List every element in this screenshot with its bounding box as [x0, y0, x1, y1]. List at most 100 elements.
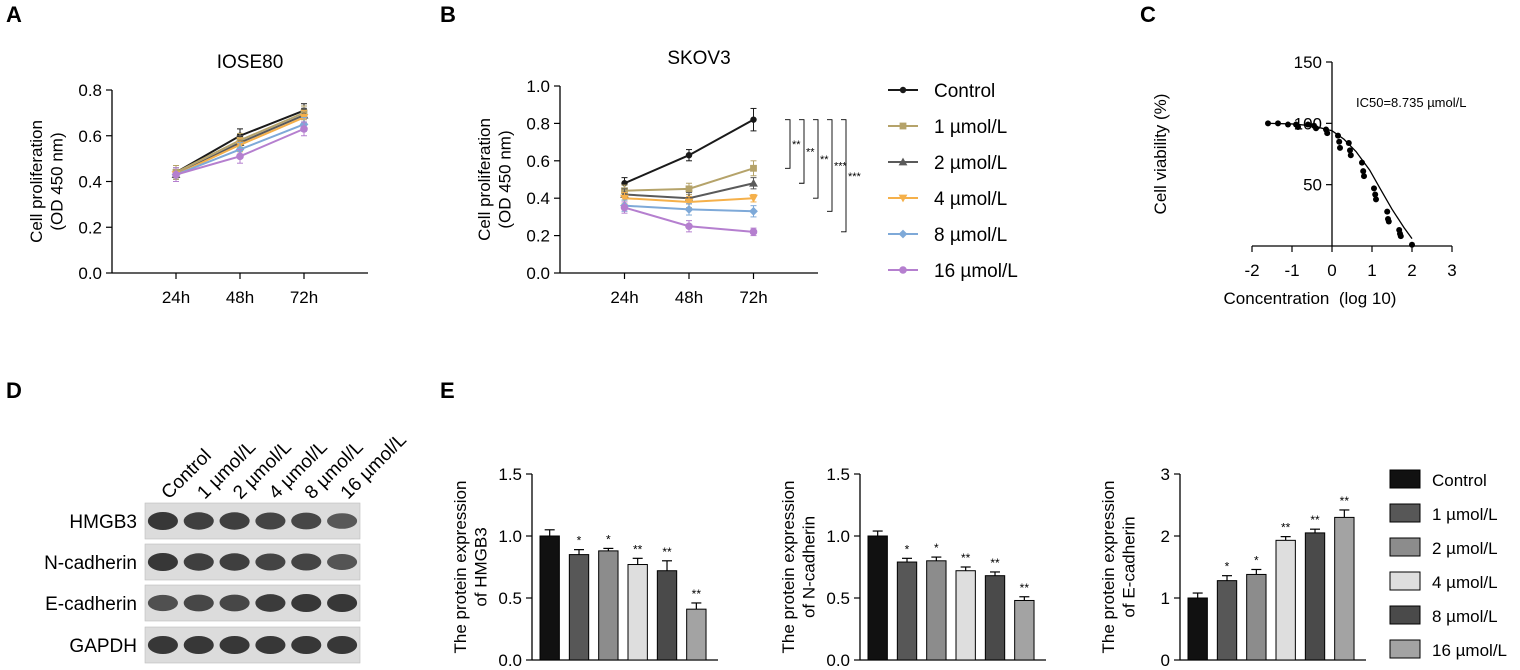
data-point — [750, 116, 757, 123]
significance-label: * — [606, 532, 611, 546]
y-tick-label: 1.0 — [498, 527, 522, 546]
panel-letter-e: E — [440, 378, 455, 403]
y-axis-label: The protein expressionof N-cadherin — [779, 481, 818, 654]
data-point — [1265, 120, 1271, 127]
y-tick-label: 1.0 — [526, 77, 550, 96]
blot-band — [147, 553, 178, 571]
legend-label: 2 µmol/L — [934, 153, 1007, 174]
x-tick-label: 1 — [1367, 261, 1376, 280]
blot-band — [183, 636, 214, 654]
legend-swatch — [1389, 639, 1421, 659]
legend-label: 4 µmol/L — [1432, 573, 1498, 592]
bar — [955, 570, 976, 661]
data-point — [1336, 138, 1343, 145]
data-point — [620, 203, 629, 212]
blot-band — [147, 636, 178, 654]
y-tick-label: 0 — [1161, 651, 1170, 670]
blot-band — [291, 553, 322, 571]
bar — [1304, 532, 1326, 661]
blot-band — [327, 636, 358, 654]
chart-skov3-legend: Control 1 µmol/L 2 µmol/L 4 µmol/L 8 µmol/L 1… — [888, 81, 1018, 282]
data-point — [749, 206, 758, 216]
panel-letter-b: B — [440, 2, 456, 27]
legend-label: 4 µmol/L — [934, 189, 1007, 210]
data-point — [1335, 132, 1341, 139]
legend-label: 16 µmol/L — [1432, 641, 1507, 660]
data-point — [1384, 208, 1391, 215]
legend-swatch — [1389, 469, 1421, 489]
data-point — [1360, 168, 1367, 175]
data-point — [685, 185, 693, 193]
data-point — [1361, 173, 1367, 180]
data-point — [684, 198, 694, 207]
data-point — [1337, 144, 1343, 151]
legend-marker — [898, 229, 908, 239]
significance-label: ** — [633, 542, 643, 556]
x-tick-label: 72h — [739, 288, 767, 307]
y-axis-label-line: of N-cadherin — [799, 516, 818, 618]
blot-band — [147, 512, 178, 530]
legend-label: Control — [1432, 471, 1487, 490]
panel-letter-d: D — [6, 378, 22, 403]
significance-label: ** — [961, 551, 971, 565]
significance-label: ** — [792, 139, 801, 151]
y-tick-label: 1.5 — [826, 465, 850, 484]
blot-band — [219, 636, 250, 654]
legend-label: 1 µmol/L — [1432, 505, 1498, 524]
significance-label: * — [1225, 560, 1230, 574]
y-tick-label: 0.8 — [526, 114, 550, 133]
data-point — [1373, 196, 1379, 203]
chart-title: IOSE80 — [217, 52, 284, 73]
legend-marker — [899, 122, 907, 130]
legend-swatch — [1389, 503, 1421, 523]
blot-band — [327, 594, 358, 612]
x-tick-label: 0 — [1327, 261, 1336, 280]
data-point — [1313, 125, 1319, 132]
bar — [1246, 573, 1267, 661]
blot-protein-label: GAPDH — [69, 636, 137, 657]
legend-label: 8 µmol/L — [934, 225, 1007, 246]
data-point — [1285, 121, 1291, 128]
x-tick-label: 48h — [675, 288, 703, 307]
blot-band — [255, 594, 286, 612]
blot-band — [291, 594, 322, 612]
legend-marker — [898, 194, 908, 203]
legend-label: 1 µmol/L — [934, 117, 1007, 138]
y-axis-label-line: The protein expression — [779, 481, 798, 654]
blot-membrane — [144, 584, 361, 622]
bar — [1216, 580, 1238, 661]
bar — [1275, 539, 1296, 661]
chart-skov3: 0.0 0.2 0.4 0.6 0.8 1.0 24h 48h 72h SKOV3 Cell pro… — [475, 48, 862, 307]
y-axis-label-line: of E-cadherin — [1119, 516, 1138, 617]
data-point — [1347, 147, 1353, 154]
legend-marker — [899, 86, 907, 94]
blot-protein-label: N-cadherin — [44, 553, 137, 574]
bar — [867, 535, 888, 661]
y-tick-label: 1 — [1161, 589, 1170, 608]
blot-band — [219, 594, 250, 612]
y-tick-label: 2 — [1161, 527, 1170, 546]
data-point — [1295, 124, 1301, 131]
y-tick-label: 0.0 — [526, 264, 550, 283]
significance-label: * — [905, 542, 910, 556]
panel-letter-a: A — [6, 2, 22, 27]
data-point — [1372, 191, 1379, 198]
blot-band — [291, 636, 322, 654]
data-point — [1371, 185, 1377, 192]
y-axis-label-line: Cell proliferation — [27, 120, 46, 243]
data-point — [620, 194, 629, 203]
blot-membrane — [144, 626, 361, 664]
bar — [1334, 516, 1355, 661]
x-tick-label: 24h — [162, 288, 190, 307]
y-axis-label-line: The protein expression — [1099, 481, 1118, 654]
data-point — [300, 125, 308, 133]
bar — [686, 608, 707, 661]
legend-swatch — [1389, 571, 1421, 591]
y-tick-label: 0.0 — [826, 651, 850, 670]
legend-label: 2 µmol/L — [1432, 539, 1498, 558]
bar — [1014, 599, 1035, 661]
blot-band — [255, 636, 286, 654]
significance-label: ** — [806, 146, 815, 158]
legend-marker — [898, 157, 908, 166]
